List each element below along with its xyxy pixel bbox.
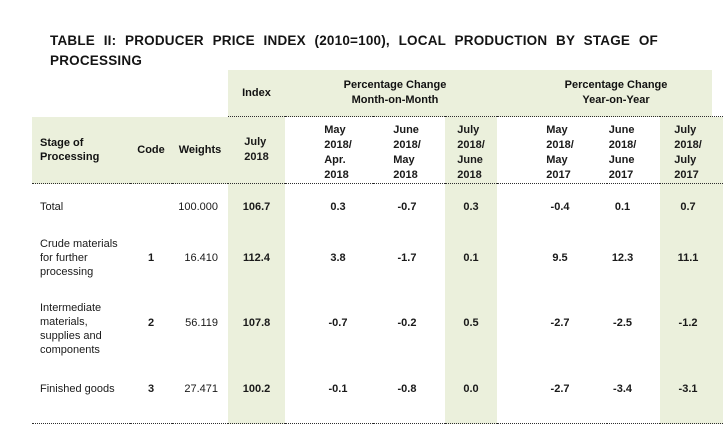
yoy-july-value-cell: 0.7: [660, 183, 724, 235]
index-value-cell: 106.7: [228, 183, 285, 235]
mom-july-value-cell: 0.5: [445, 300, 498, 370]
col-header-weights: Weights: [172, 116, 228, 184]
stage-cell: Intermediate materials, supplies and com…: [40, 302, 102, 356]
col-header-index-july-2018-label: July 2018: [244, 136, 269, 163]
table-row-total: Total 100.000 106.7 0.3 -0.7 0.3 -0.4 0.…: [32, 183, 724, 236]
mom-may-value-cell: 0.3: [330, 200, 346, 213]
weights-cell: 100.000: [178, 200, 218, 213]
yoy-june-value-cell: 12.3: [611, 251, 634, 264]
producer-price-index-table: Index Percentage Change Month-on-Month P…: [32, 70, 724, 424]
yoy-may-value-cell: -2.7: [550, 317, 570, 329]
mom-may-value-cell: 3.8: [330, 251, 346, 264]
table-row-intermediate-materials: Intermediate materials, supplies and com…: [32, 300, 724, 370]
code-cell: 2: [147, 317, 155, 329]
col-header-yoy-may: May 2018/ May 2017: [497, 116, 608, 184]
mom-may-value-cell: -0.1: [285, 370, 373, 424]
col-header-yoy-may-label: May 2018/ May 2017: [546, 124, 574, 181]
mom-july-value-cell: 0.0: [445, 370, 498, 424]
group-header-row: Index Percentage Change Month-on-Month P…: [32, 70, 724, 117]
mom-june-value-cell: -1.7: [397, 251, 417, 264]
col-header-index-july-2018: July 2018: [228, 116, 285, 184]
mom-june-value-cell: -0.2: [397, 317, 417, 329]
col-header-mom-july-label: July 2018/ June 2018: [457, 124, 485, 181]
mom-may-value-cell: -0.7: [328, 317, 348, 329]
col-header-mom-june-label: June 2018/ May 2018: [393, 124, 421, 181]
code-cell: [130, 184, 172, 236]
yoy-may-value-cell: -0.4: [550, 200, 570, 213]
group-header-year-on-year: Percentage Change Year-on-Year: [497, 70, 724, 117]
col-header-yoy-july-label: July 2018/ July 2017: [674, 124, 702, 181]
table-row-finished-goods: Finished goods 3 27.471 100.2 -0.1 -0.8 …: [32, 370, 724, 424]
col-header-mom-july: July 2018/ June 2018: [445, 116, 498, 184]
index-value-cell: 100.2: [228, 370, 285, 424]
col-header-code: Code: [130, 116, 172, 184]
stage-cell: Crude materials for further processing: [40, 237, 118, 278]
yoy-july-value-cell: -3.1: [660, 370, 724, 424]
col-header-mom-may-label: May 2018/ Apr. 2018: [324, 124, 352, 181]
stage-cell: Total: [40, 200, 64, 213]
code-cell: 3: [130, 370, 172, 424]
code-cell: 1: [147, 251, 155, 264]
weights-cell: 27.471: [172, 370, 228, 424]
col-header-yoy-july: July 2018/ July 2017: [660, 116, 724, 184]
group-header-spacer: [32, 70, 228, 117]
mom-july-value-cell: 0.1: [445, 235, 498, 300]
table-title-line2: PROCESSING: [50, 53, 143, 68]
yoy-may-value-cell: -2.7: [497, 370, 608, 424]
yoy-july-value-cell: 11.1: [660, 235, 724, 300]
yoy-july-value-cell: -1.2: [660, 300, 724, 370]
mom-june-value-cell: -0.8: [373, 370, 445, 424]
col-header-yoy-june-label: June 2018/ June 2017: [608, 124, 637, 181]
weights-cell: 16.410: [184, 251, 218, 264]
index-value-cell: 107.8: [228, 300, 285, 370]
col-header-mom-june: June 2018/ May 2018: [373, 116, 445, 184]
yoy-june-value-cell: -3.4: [607, 370, 661, 424]
group-header-month-on-month: Percentage Change Month-on-Month: [285, 70, 498, 117]
group-header-index: Index: [228, 70, 285, 117]
yoy-may-value-cell: 9.5: [552, 251, 568, 264]
col-header-mom-may: May 2018/ Apr. 2018: [285, 116, 373, 184]
yoy-june-value-cell: 0.1: [614, 200, 631, 213]
mom-july-value-cell: 0.3: [445, 183, 498, 235]
stage-cell: Finished goods: [32, 370, 130, 424]
mom-june-value-cell: -0.7: [397, 200, 417, 213]
column-header-row: Stage of Processing Code Weights July 20…: [32, 116, 724, 184]
table-title-line1: TABLE II: PRODUCER PRICE INDEX (2010=100…: [50, 33, 658, 48]
index-value-cell: 112.4: [228, 235, 285, 300]
table-title: TABLE II: PRODUCER PRICE INDEX (2010=100…: [50, 31, 658, 71]
col-header-yoy-june: June 2018/ June 2017: [607, 116, 661, 184]
table-row-crude-materials: Crude materials for further processing 1…: [32, 235, 724, 300]
col-header-stage-of-processing: Stage of Processing: [32, 116, 130, 184]
yoy-june-value-cell: -2.5: [613, 317, 633, 329]
weights-cell: 56.119: [185, 317, 218, 329]
